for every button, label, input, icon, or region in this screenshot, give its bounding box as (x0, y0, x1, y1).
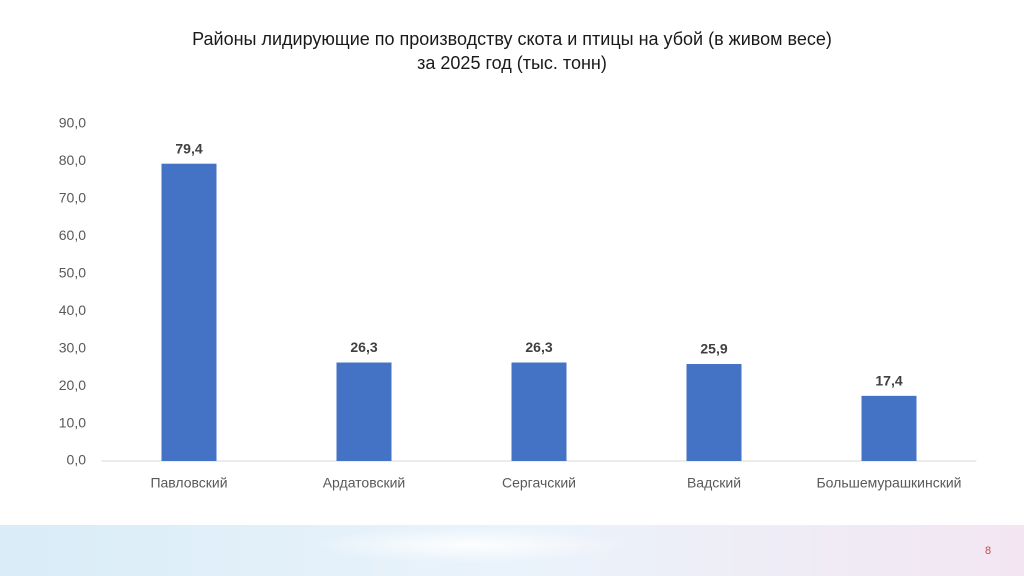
y-tick-label: 10,0 (59, 414, 86, 430)
value-label: 26,3 (525, 339, 552, 355)
value-label: 25,9 (700, 341, 727, 357)
bar (511, 362, 567, 461)
value-label: 17,4 (875, 373, 902, 389)
y-tick-label: 40,0 (59, 302, 86, 318)
chart-title: Районы лидирующие по производству скота … (192, 29, 832, 49)
y-tick-label: 60,0 (59, 227, 86, 243)
x-tick-label: Павловский (150, 475, 227, 491)
x-tick-label: Сергачский (502, 475, 576, 491)
y-tick-label: 20,0 (59, 377, 86, 393)
y-tick-label: 50,0 (59, 264, 86, 280)
bar (686, 364, 742, 461)
y-tick-label: 0,0 (67, 452, 87, 468)
y-tick-label: 80,0 (59, 152, 86, 168)
value-label: 26,3 (350, 339, 377, 355)
bar (336, 362, 392, 461)
y-tick-label: 70,0 (59, 190, 86, 206)
chart-subtitle: за 2025 год (тыс. тонн) (417, 53, 607, 73)
x-tick-label: Ардатовский (323, 475, 406, 491)
bar (161, 163, 217, 462)
footer-glow (310, 527, 630, 563)
page-number: 8 (985, 545, 991, 557)
x-tick-label: Вадский (687, 475, 741, 491)
bar (861, 395, 917, 461)
y-tick-label: 90,0 (59, 115, 86, 131)
value-label: 79,4 (175, 140, 202, 156)
y-tick-label: 30,0 (59, 339, 86, 355)
x-tick-label: Большемурашкинский (816, 475, 961, 491)
